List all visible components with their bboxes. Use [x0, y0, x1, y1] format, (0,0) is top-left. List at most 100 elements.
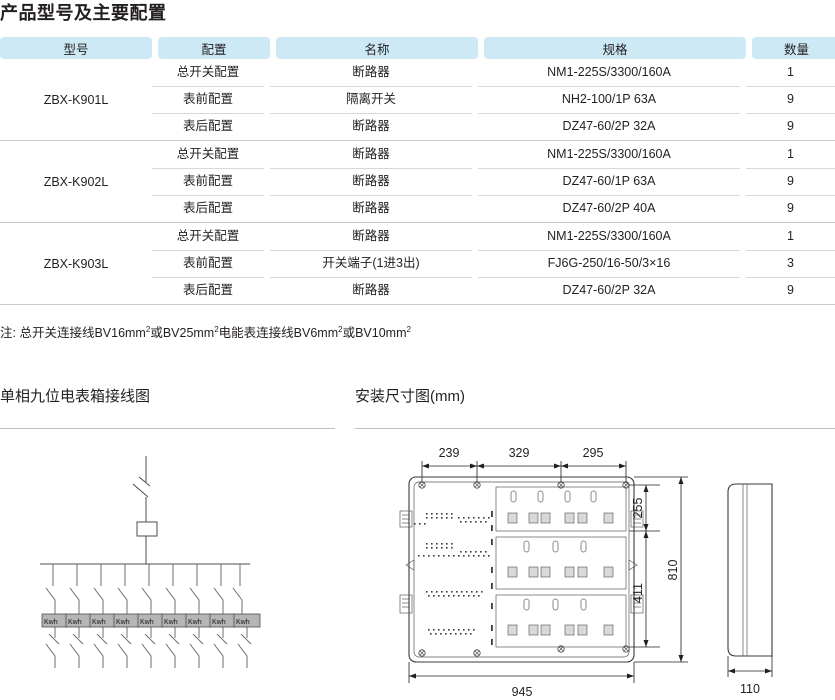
- section-title-wiring: 单相九位电表箱接线图: [0, 388, 151, 405]
- cell-spec: NM1-225S/3300/160A: [547, 64, 671, 79]
- svg-text:Kwh: Kwh: [140, 619, 154, 626]
- top-dimension-chain: 239 329 295: [421, 446, 627, 483]
- table-row: 表后配置 断路器 DZ47-60/2P 32A 9: [152, 113, 835, 140]
- meter-compartments: [495, 486, 627, 648]
- cell-config: 表前配置: [152, 168, 264, 195]
- svg-text:Kwh: Kwh: [44, 619, 58, 626]
- cell-qty: 9: [746, 86, 835, 113]
- dim-right-411: 411: [631, 583, 645, 603]
- wiring-diagram: Kwh Kwh Kwh: [0, 452, 340, 700]
- cell-config: 表前配置: [152, 250, 264, 277]
- dim-right-255: 255: [631, 498, 645, 519]
- cell-name: 开关端子(1进3出): [270, 250, 472, 277]
- svg-text:Kwh: Kwh: [68, 619, 82, 626]
- side-tabs: [399, 510, 644, 614]
- note-sup-4: 2: [406, 324, 411, 334]
- cell-qty: 9: [746, 113, 835, 140]
- cell-name: 断路器: [270, 168, 472, 195]
- cell-config: 表后配置: [152, 195, 264, 222]
- cell-qty: 1: [787, 146, 794, 161]
- svg-text:Kwh: Kwh: [92, 619, 106, 626]
- mounting-holes: [418, 481, 630, 657]
- model-cell: ZBX-K902L: [43, 174, 109, 189]
- enclosure-side-view: 110: [727, 483, 773, 696]
- model-group: ZBX-K903L 总开关配置 断路器 NM1-225S/3300/160A 1…: [0, 222, 835, 304]
- cell-config: 表后配置: [152, 113, 264, 140]
- cell-name: 断路器: [270, 113, 472, 140]
- note-mid-1: 或BV25mm: [150, 326, 215, 340]
- dim-top-1: 239: [439, 446, 460, 460]
- cell-name: 断路器: [352, 64, 390, 79]
- cell-spec: FJ6G-250/16-50/3×16: [478, 250, 740, 277]
- note-sup-1: 2: [145, 324, 151, 334]
- cell-spec: DZ47-60/1P 63A: [478, 168, 740, 195]
- table-row: 总开关配置 断路器 NM1-225S/3300/160A 1: [152, 223, 835, 250]
- svg-text:Kwh: Kwh: [236, 619, 250, 626]
- table-row: 表后配置 断路器 DZ47-60/2P 32A 9: [152, 277, 835, 304]
- perforation-patterns: [414, 511, 493, 645]
- bottom-dimension: 945: [408, 662, 635, 699]
- table-row: 表前配置 开关端子(1进3出) FJ6G-250/16-50/3×16 3: [152, 250, 835, 277]
- svg-text:Kwh: Kwh: [188, 619, 202, 626]
- spec-table: 型号 配置 名称 规格 数量 ZBX-K901L 总开关配置 断路器 NM1-2…: [0, 37, 835, 305]
- cell-spec: NH2-100/1P 63A: [478, 86, 740, 113]
- cell-spec: DZ47-60/2P 32A: [478, 113, 740, 140]
- section-title-dimension: 安装尺寸图(mm): [355, 388, 465, 405]
- table-row: 表前配置 隔离开关 NH2-100/1P 63A 9: [152, 86, 835, 113]
- cell-name: 断路器: [270, 277, 472, 304]
- note-sup-2: 2: [214, 324, 219, 334]
- cell-spec: NM1-225S/3300/160A: [547, 228, 671, 243]
- table-row: 总开关配置 断路器 NM1-225S/3300/160A 1: [152, 141, 835, 168]
- column-header-model: 型号: [0, 37, 152, 59]
- cell-name: 断路器: [270, 195, 472, 222]
- cell-spec: NM1-225S/3300/160A: [547, 146, 671, 161]
- column-header-config: 配置: [158, 37, 270, 59]
- cell-qty: 9: [746, 168, 835, 195]
- dim-side-110: 110: [740, 682, 760, 696]
- cell-spec: DZ47-60/2P 32A: [478, 277, 740, 304]
- enclosure-front-view: [399, 476, 644, 663]
- model-group: ZBX-K901L 总开关配置 断路器 NM1-225S/3300/160A 1…: [0, 59, 835, 140]
- model-cell: ZBX-K903L: [43, 256, 109, 271]
- model-group: ZBX-K902L 总开关配置 断路器 NM1-225S/3300/160A 1…: [0, 140, 835, 222]
- cell-spec: DZ47-60/2P 40A: [478, 195, 740, 222]
- cell-name: 断路器: [352, 228, 390, 243]
- table-note: 注: 总开关连接线BV16mm2或BV25mm2电能表连接线BV6mm2或BV1…: [0, 322, 411, 341]
- cell-config: 总开关配置: [176, 146, 240, 161]
- page-title: 产品型号及主要配置: [0, 3, 167, 23]
- cell-config: 表后配置: [152, 277, 264, 304]
- model-cell: ZBX-K901L: [43, 92, 109, 107]
- dimension-drawing: 239 329 295: [398, 443, 835, 700]
- branch-group: Kwh Kwh Kwh: [41, 564, 261, 668]
- svg-text:Kwh: Kwh: [212, 619, 226, 626]
- table-header-row: 型号 配置 名称 规格 数量: [0, 37, 835, 59]
- cell-config: 总开关配置: [176, 228, 240, 243]
- table-row: 表后配置 断路器 DZ47-60/2P 40A 9: [152, 195, 835, 222]
- note-sup-3: 2: [338, 324, 343, 334]
- cell-name: 隔离开关: [270, 86, 472, 113]
- table-row: 总开关配置 断路器 NM1-225S/3300/160A 1: [152, 59, 835, 86]
- section-rule-right: [355, 428, 835, 429]
- dim-top-2: 329: [509, 446, 530, 460]
- section-rule-left: [0, 428, 335, 429]
- note-prefix: 注: 总开关连接线BV16mm: [0, 326, 146, 340]
- note-mid-3: 或BV10mm: [342, 326, 407, 340]
- right-dimension-chain: 255 411 810: [629, 476, 688, 663]
- column-header-spec: 规格: [484, 37, 746, 59]
- column-header-qty: 数量: [752, 37, 835, 59]
- column-header-name: 名称: [276, 37, 478, 59]
- cell-config: 总开关配置: [176, 64, 240, 79]
- dim-bottom-945: 945: [512, 685, 533, 699]
- table-row: 表前配置 断路器 DZ47-60/1P 63A 9: [152, 168, 835, 195]
- svg-text:Kwh: Kwh: [164, 619, 178, 626]
- table-body: ZBX-K901L 总开关配置 断路器 NM1-225S/3300/160A 1…: [0, 59, 835, 305]
- svg-text:Kwh: Kwh: [116, 619, 130, 626]
- cell-qty: 9: [746, 277, 835, 304]
- dim-right-810: 810: [666, 560, 680, 581]
- cell-config: 表前配置: [152, 86, 264, 113]
- cell-qty: 9: [746, 195, 835, 222]
- dim-top-3: 295: [583, 446, 604, 460]
- note-mid-2: 电能表连接线BV6mm: [218, 326, 339, 340]
- cell-qty: 1: [787, 228, 794, 243]
- cell-qty: 3: [746, 250, 835, 277]
